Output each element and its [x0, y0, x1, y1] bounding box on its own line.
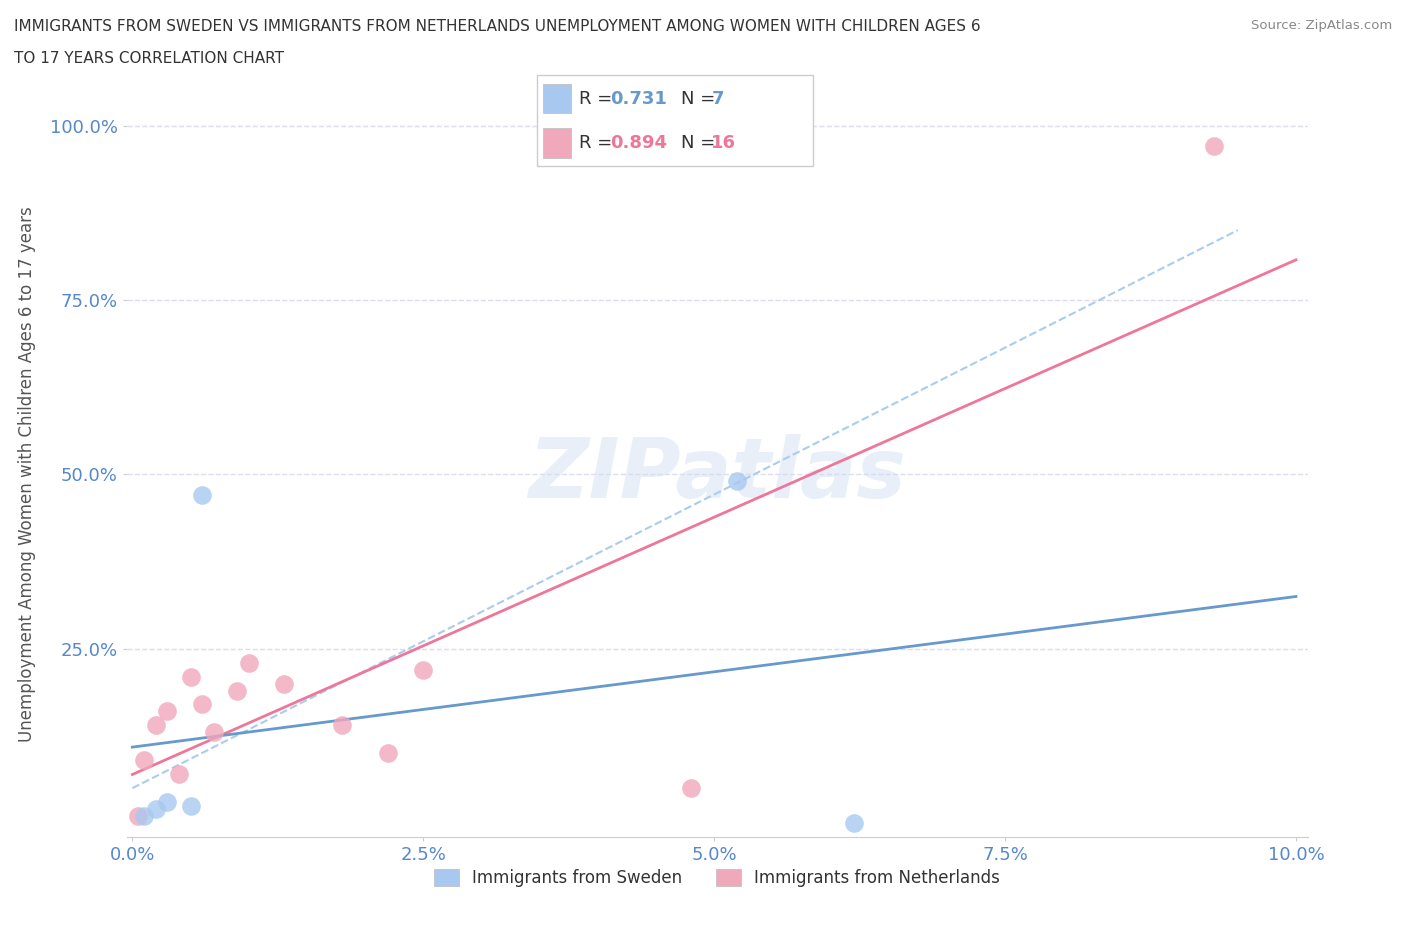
FancyBboxPatch shape	[543, 128, 571, 158]
Point	[1204, 140, 1226, 154]
Point	[191, 698, 214, 712]
Point	[132, 809, 155, 824]
Point	[156, 794, 179, 809]
Text: IMMIGRANTS FROM SWEDEN VS IMMIGRANTS FROM NETHERLANDS UNEMPLOYMENT AMONG WOMEN W: IMMIGRANTS FROM SWEDEN VS IMMIGRANTS FRO…	[14, 19, 981, 33]
Text: Source: ZipAtlas.com: Source: ZipAtlas.com	[1251, 19, 1392, 32]
Point	[725, 474, 748, 489]
Text: ZIPatlas: ZIPatlas	[529, 433, 905, 515]
Point	[180, 670, 202, 684]
Text: R =: R =	[579, 134, 619, 153]
Point	[202, 725, 225, 740]
Text: 0.731: 0.731	[610, 89, 666, 108]
Point	[145, 718, 167, 733]
Point	[145, 802, 167, 817]
Point	[679, 781, 702, 796]
Point	[191, 488, 214, 503]
Point	[842, 816, 865, 830]
Point	[273, 676, 295, 691]
Text: N =: N =	[681, 134, 720, 153]
Point	[226, 683, 249, 698]
Point	[238, 656, 260, 671]
Point	[377, 746, 399, 761]
Point	[156, 704, 179, 719]
Text: 0.894: 0.894	[610, 134, 668, 153]
Point	[180, 798, 202, 813]
Text: 7: 7	[711, 89, 724, 108]
Text: 16: 16	[711, 134, 737, 153]
Point	[132, 753, 155, 768]
Text: R =: R =	[579, 89, 619, 108]
FancyBboxPatch shape	[543, 84, 571, 113]
Point	[412, 662, 434, 677]
Point	[127, 809, 149, 824]
Text: N =: N =	[681, 89, 720, 108]
Point	[167, 766, 190, 781]
Text: TO 17 YEARS CORRELATION CHART: TO 17 YEARS CORRELATION CHART	[14, 51, 284, 66]
FancyBboxPatch shape	[537, 75, 813, 166]
Y-axis label: Unemployment Among Women with Children Ages 6 to 17 years: Unemployment Among Women with Children A…	[18, 206, 35, 742]
Point	[330, 718, 353, 733]
Legend: Immigrants from Sweden, Immigrants from Netherlands: Immigrants from Sweden, Immigrants from …	[427, 862, 1007, 894]
